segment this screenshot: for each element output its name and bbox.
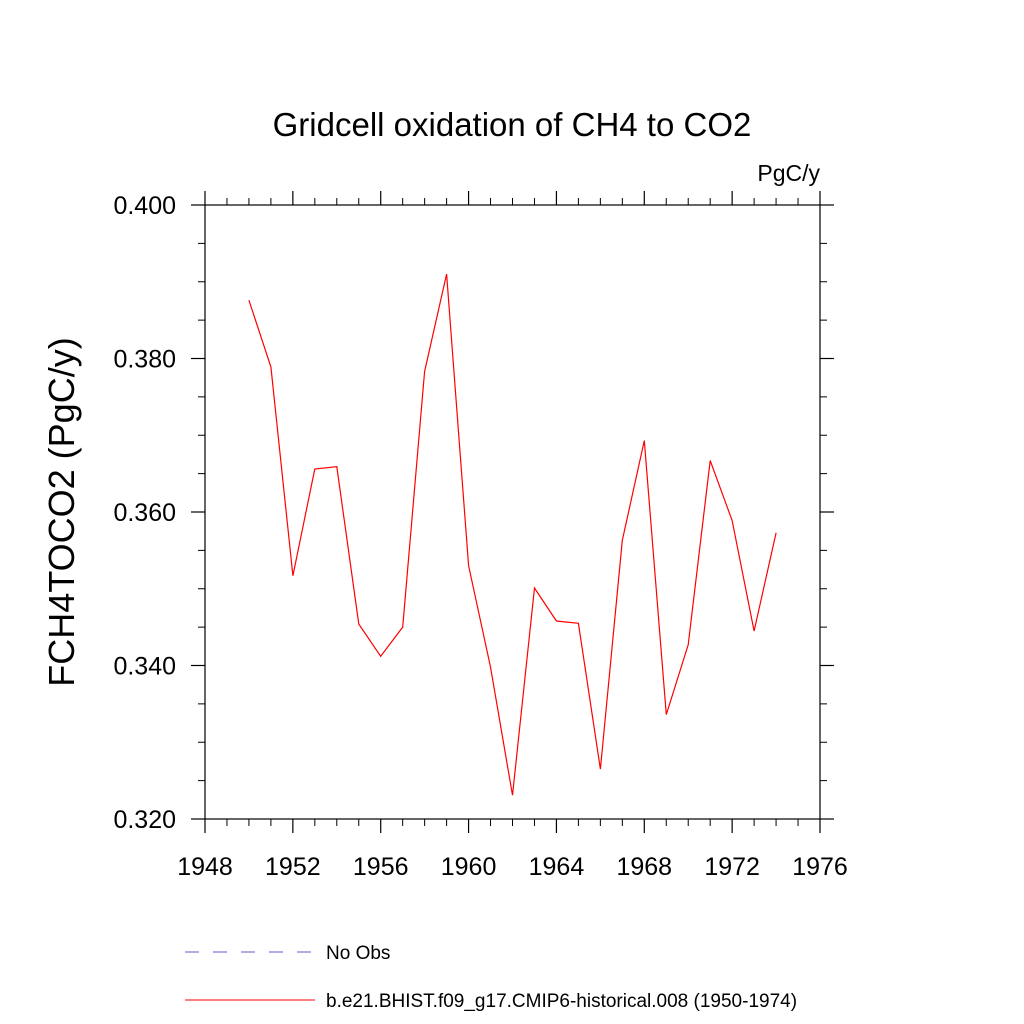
x-tick-label: 1972 [704, 853, 760, 881]
x-tick-label: 1948 [177, 853, 233, 881]
y-tick-label: 0.320 [113, 806, 176, 834]
y-tick-label: 0.380 [113, 346, 176, 374]
x-tick-label: 1960 [441, 853, 497, 881]
y-tick-labels: 0.320 0.340 0.360 0.380 0.400 [113, 192, 176, 834]
plot-frame [204, 204, 821, 820]
x-tick-label: 1968 [616, 853, 672, 881]
x-tick-label: 1956 [353, 853, 409, 881]
series-layer [248, 273, 777, 796]
units-label: PgC/y [757, 160, 820, 186]
legend: No Obs b.e21.BHIST.f09_g17.CMIP6-historic… [185, 943, 797, 1012]
legend-label: b.e21.BHIST.f09_g17.CMIP6-historical.008… [326, 991, 797, 1012]
x-tick-label: 1952 [265, 853, 321, 881]
y-tick-label: 0.340 [113, 653, 176, 681]
y-tick-label: 0.400 [113, 192, 176, 220]
axis-ticks [191, 191, 834, 833]
y-axis-label: FCH4TOCO2 (PgC/y) [41, 337, 82, 686]
x-tick-label: 1964 [529, 853, 585, 881]
y-tick-label: 0.360 [113, 499, 176, 527]
series-line-1 [248, 273, 777, 796]
legend-label: No Obs [326, 943, 390, 964]
x-tick-labels: 1948 1952 1956 1960 1964 1968 1972 1976 [177, 853, 848, 881]
x-tick-label: 1976 [792, 853, 848, 881]
chart-title: Gridcell oxidation of CH4 to CO2 [273, 106, 752, 143]
